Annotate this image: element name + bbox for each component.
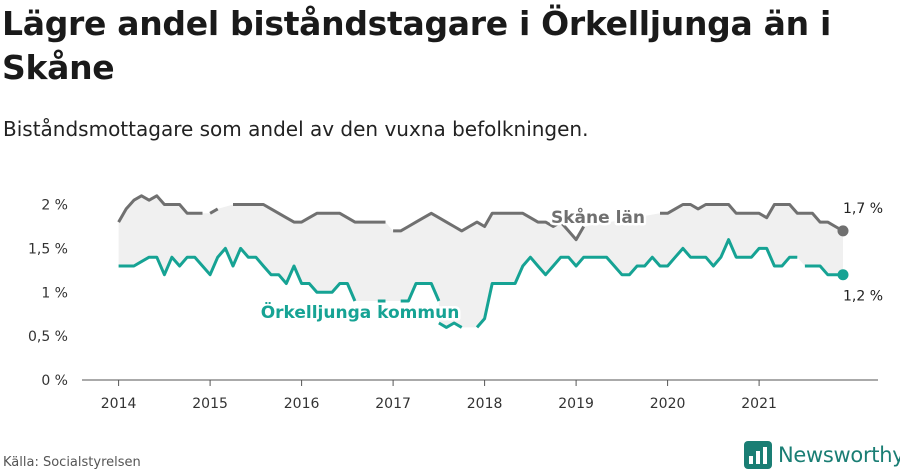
x-tick-label: 2019 <box>558 396 594 412</box>
series-line-orkelljunga <box>804 264 843 277</box>
x-tick-label: 2014 <box>101 396 137 412</box>
brand-logo: Newsworthy <box>744 441 900 469</box>
range-band <box>118 195 844 328</box>
end-label-skane: 1,7 % <box>843 201 883 217</box>
series-line-orkelljunga <box>118 246 357 302</box>
series-line-skane <box>209 207 219 215</box>
source-note: Källa: Socialstyrelsen <box>3 455 141 470</box>
line-chart: 0 % 0,5 % 1 % 1,5 % 2 % 2014 2015 2016 2017 2018 2… <box>28 194 883 412</box>
series-line-skane <box>660 203 844 233</box>
y-tick-label: 1,5 % <box>28 241 68 257</box>
range-band-layer <box>118 195 844 328</box>
x-tick-label: 2015 <box>192 396 228 412</box>
series-line-orkelljunga <box>400 282 441 303</box>
series-line-skane <box>393 211 585 242</box>
y-tick-label: 1 % <box>41 285 68 301</box>
end-label-orkelljunga: 1,2 % <box>843 289 883 305</box>
x-tick-label: 2021 <box>741 396 777 412</box>
series-line-skane <box>233 203 386 224</box>
end-point-orkelljunga <box>837 269 849 281</box>
series-line-skane <box>117 194 203 223</box>
series-line-orkelljunga <box>475 238 798 329</box>
y-tick-label: 2 % <box>41 198 68 214</box>
series-annotation-skane: Skåne län <box>551 206 645 228</box>
x-tick-label: 2016 <box>284 396 320 412</box>
grid-layer: 0 % 0,5 % 1 % 1,5 % 2 % 2014 2015 2016 2017 2018 2… <box>28 198 878 412</box>
x-tick-label: 2017 <box>375 396 411 412</box>
y-tick-label: 0,5 % <box>28 329 68 345</box>
chart-title: Lägre andel biståndstagare i Örkelljunga… <box>2 4 832 87</box>
x-tick-label: 2020 <box>650 396 686 412</box>
end-point-skane <box>837 225 849 237</box>
chart-subtitle: Biståndsmottagare som andel av den vuxna… <box>3 117 589 141</box>
newsworthy-logo-icon <box>744 441 772 469</box>
brand-name: Newsworthy <box>778 443 900 467</box>
x-tick-label: 2018 <box>467 396 503 412</box>
label-layer: 1,7 % 1,2 % Skåne län Örkelljunga kommun <box>258 201 883 326</box>
series-line-orkelljunga <box>438 321 463 329</box>
series-layer <box>117 194 849 329</box>
y-tick-label: 0 % <box>41 373 68 389</box>
series-annotation-orkelljunga: Örkelljunga kommun <box>261 301 460 323</box>
